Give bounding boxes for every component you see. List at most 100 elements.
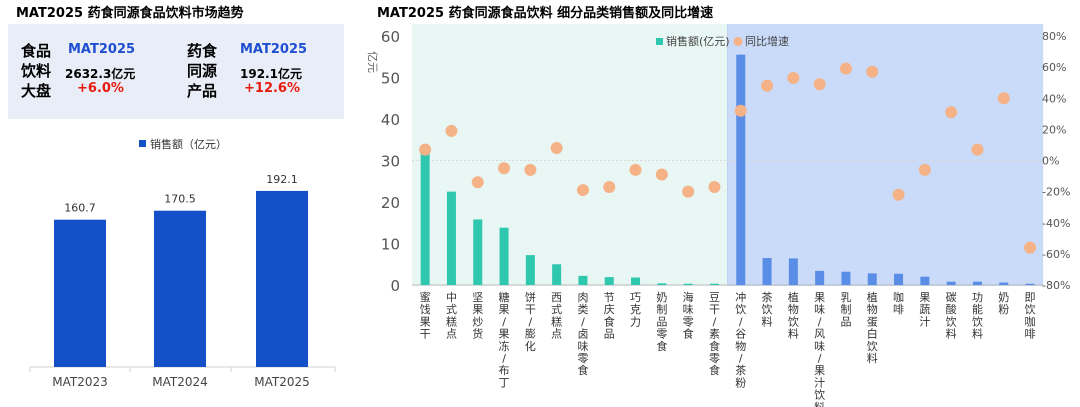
- bar-mat2025: [256, 190, 308, 367]
- right-chart-title: MAT2025 药食同源食品饮料 细分品类销售额及同比增速: [377, 6, 714, 21]
- y-left-tick-label: 20: [381, 194, 400, 212]
- growth-dot: [524, 163, 537, 176]
- sales-bar: [446, 191, 456, 285]
- x-tick-label: 西式糕点: [551, 291, 562, 341]
- sales-bar: [631, 277, 641, 285]
- sales-bar: [1025, 283, 1035, 285]
- y-right-tick-label: 20%: [1042, 123, 1066, 136]
- medicinal-value: 192.1亿元: [240, 67, 302, 81]
- y-left-tick-label: 60: [381, 28, 400, 46]
- sales-bar: [604, 277, 614, 285]
- sales-bar: [841, 271, 851, 285]
- x-tick-label: 果味/风味/果汁饮料: [814, 291, 825, 407]
- bar-mat2024: [154, 210, 206, 367]
- sales-bar: [788, 258, 798, 285]
- x-tick-label: 海味零食: [683, 290, 694, 341]
- food-label-line: 食品: [21, 42, 52, 60]
- sales-bar: [972, 281, 982, 285]
- y-left-tick-label: 0: [390, 277, 400, 295]
- growth-dot: [945, 106, 958, 119]
- growth-dot: [866, 65, 879, 78]
- y-right-tick-label: -40%: [1042, 217, 1070, 230]
- left-chart-title: MAT2025 药食同源食品饮料市场趋势: [16, 6, 244, 21]
- growth-dot: [734, 104, 747, 117]
- medicinal-change: +12.6%: [244, 81, 300, 96]
- sales-bar: [736, 54, 746, 285]
- beverage-group-background: [727, 24, 1044, 286]
- growth-dot: [839, 62, 852, 75]
- y-right-tick-label: -20%: [1042, 186, 1070, 199]
- x-tick-label: 植物饮料: [788, 290, 799, 341]
- sales-bar: [525, 255, 535, 285]
- growth-dot: [918, 163, 931, 176]
- growth-dot: [682, 185, 695, 198]
- growth-dot: [655, 168, 668, 181]
- y-left-tick-label: 50: [381, 70, 400, 88]
- y-right-tick-label: 80%: [1042, 30, 1066, 43]
- x-tick-label: MAT2023: [52, 375, 108, 389]
- growth-dot: [550, 142, 563, 155]
- legend-swatch-growth: [733, 37, 743, 46]
- data-label: 160.7: [64, 202, 96, 215]
- x-tick-label: 即饮咖啡: [1025, 291, 1036, 341]
- x-tick-label: 奶制品零食: [656, 290, 667, 353]
- food-value: 2632.3亿元: [65, 67, 136, 81]
- x-tick-label: 节庆食品: [604, 291, 615, 341]
- x-tick-label: 饼干/膨化: [525, 290, 536, 353]
- food-label: 食品 饮料 大盘: [21, 41, 51, 101]
- growth-dot: [971, 143, 984, 156]
- medicinal-label-line: 产品: [187, 82, 218, 100]
- medicinal-label: 药食 同源 产品: [187, 41, 217, 101]
- growth-dot: [787, 72, 800, 85]
- x-tick-label: 中式糕点: [446, 291, 457, 341]
- food-label-line: 饮料: [21, 62, 52, 80]
- sales-bar: [867, 273, 877, 285]
- x-tick-label: 冲饮/谷物/茶粉: [735, 290, 746, 389]
- y-left-tick-label: 30: [381, 153, 400, 171]
- sales-bar: [946, 281, 956, 285]
- sales-bar: [762, 258, 772, 285]
- sales-bar: [683, 283, 693, 285]
- x-tick-label: 蜜饯果干: [420, 290, 431, 341]
- legend-label-growth: 同比增速: [745, 34, 789, 48]
- x-tick-label: 肉类/卤味零食: [577, 291, 588, 377]
- y-right-tick-label: -80%: [1042, 279, 1070, 292]
- growth-dot: [761, 79, 774, 92]
- medicinal-label-line: 同源: [187, 62, 218, 80]
- growth-dot: [1024, 241, 1037, 254]
- medicinal-period: MAT2025: [240, 42, 308, 57]
- x-tick-label: MAT2025: [254, 375, 310, 389]
- y-left-tick-label: 40: [381, 111, 400, 129]
- y-right-tick-label: 0%: [1042, 155, 1059, 168]
- y-right-tick-label: 60%: [1042, 61, 1066, 74]
- sales-bar: [657, 283, 667, 285]
- x-tick-label: 糖果/果冻/布丁: [499, 290, 510, 389]
- x-tick-label: 功能饮料: [972, 291, 983, 341]
- y-right-tick-label: -60%: [1042, 248, 1070, 261]
- data-label: 170.5: [164, 193, 196, 206]
- sales-bar: [709, 283, 719, 285]
- growth-dot: [892, 188, 905, 201]
- medicinal-label-line: 药食: [187, 42, 218, 60]
- growth-dot: [445, 124, 458, 137]
- x-tick-label: 奶粉: [998, 290, 1009, 316]
- food-change: +6.0%: [77, 81, 124, 96]
- growth-dot: [629, 163, 642, 176]
- sales-bar: [920, 276, 930, 285]
- summary-panel: 食品 饮料 大盘 MAT2025 2632.3亿元 +6.0% 药食 同源 产品…: [8, 24, 344, 119]
- x-tick-label: 植物蛋白饮料: [867, 290, 878, 365]
- x-tick-label: 果蔬汁: [919, 291, 930, 328]
- growth-dot: [813, 78, 826, 91]
- legend-label: 销售额（亿元）: [150, 137, 227, 151]
- growth-dot: [997, 92, 1010, 105]
- sales-bar: [815, 270, 825, 285]
- x-tick-label: 坚果炒货: [472, 291, 483, 341]
- y-right-tick-label: 40%: [1042, 92, 1066, 105]
- growth-dot: [471, 176, 484, 189]
- growth-dot: [603, 180, 616, 193]
- x-tick-label: 茶饮料: [762, 291, 773, 328]
- left-bar-chart: 销售额（亿元） 160.7 MAT2023 170.5 MAT2024 192.1 MAT2…: [29, 137, 336, 389]
- x-tick-label: 碳酸饮料: [946, 290, 957, 341]
- sales-bar: [894, 273, 904, 285]
